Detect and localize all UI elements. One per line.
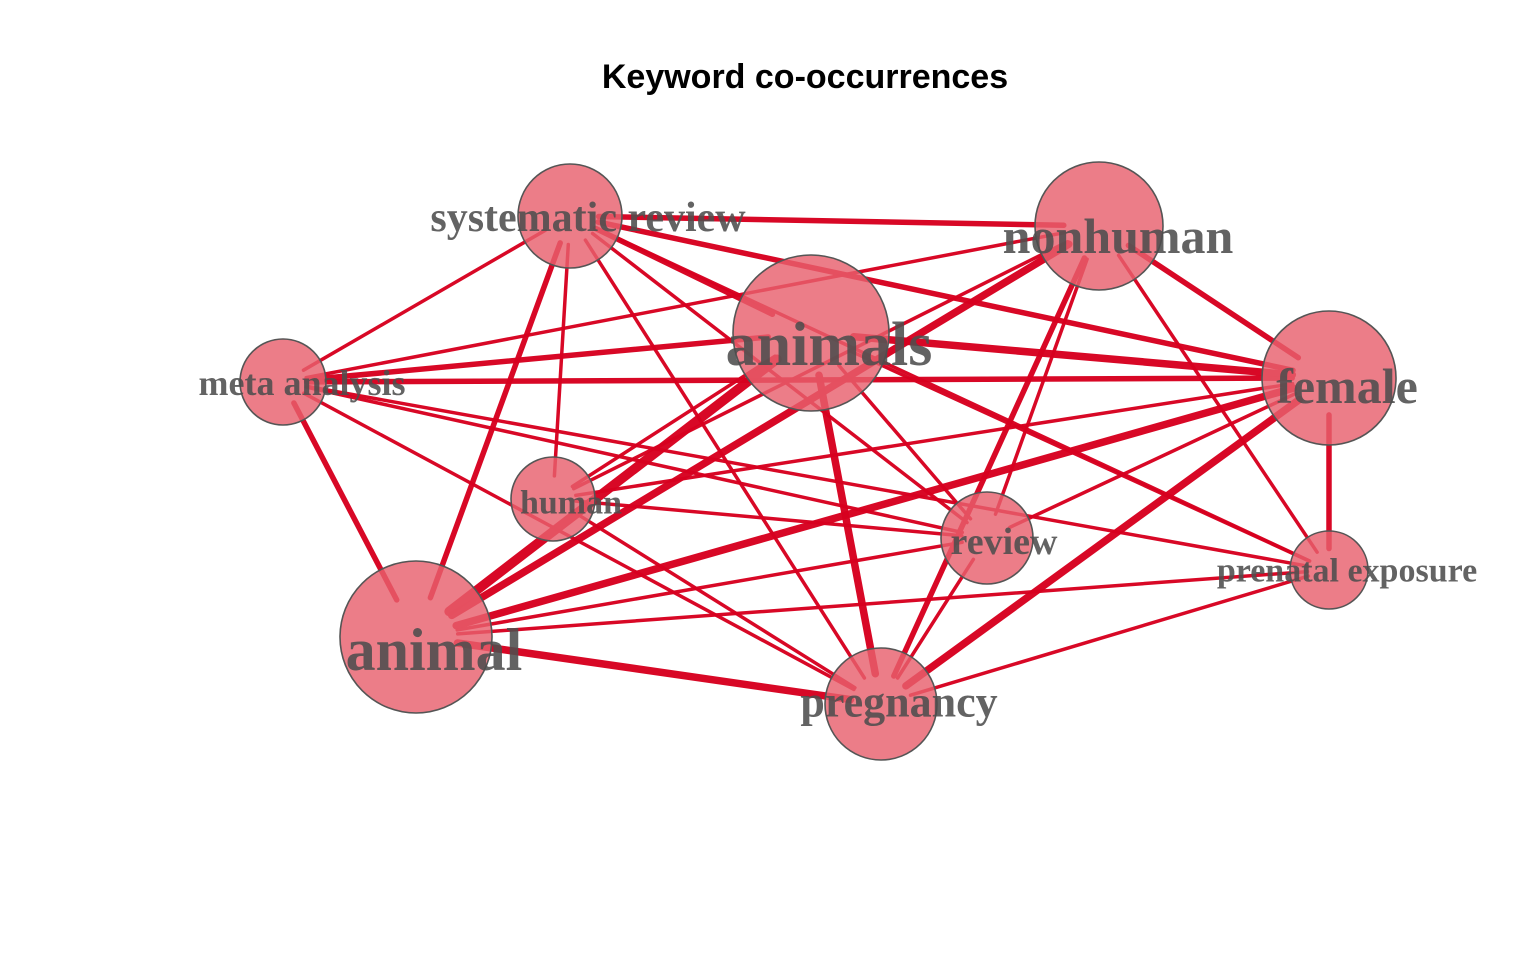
node-label-review: review <box>951 521 1058 563</box>
edge-female-pregnancy <box>902 395 1303 690</box>
edge-systematic-review-meta-analysis <box>301 228 547 372</box>
node-label-human: human <box>520 485 622 522</box>
edge-systematic-review-pregnancy <box>583 238 867 680</box>
edge-systematic-review-human <box>552 242 571 478</box>
edge-animal-pregnancy <box>453 639 855 704</box>
edge-human-review <box>574 499 964 538</box>
node-review[interactable] <box>940 491 1034 585</box>
node-systematic-review[interactable] <box>517 163 623 269</box>
edge-pregnancy-prenatal-exposure <box>908 574 1311 697</box>
edge-systematic-review-nonhuman <box>595 213 1067 229</box>
edge-meta-analysis-review <box>304 385 965 535</box>
edges-layer <box>291 213 1332 704</box>
edge-meta-analysis-animal <box>291 400 400 603</box>
edge-animals-female <box>849 332 1297 379</box>
edge-animals-animal <box>444 354 782 617</box>
node-prenatal-exposure[interactable] <box>1289 530 1369 610</box>
node-nonhuman[interactable] <box>1034 161 1164 291</box>
nodes-layer <box>239 161 1397 761</box>
edge-animals-prenatal-exposure <box>848 349 1312 563</box>
edge-nonhuman-female <box>1125 242 1302 361</box>
edge-nonhuman-animal <box>448 240 1073 620</box>
edge-animal-prenatal-exposure <box>455 569 1310 636</box>
node-pregnancy[interactable] <box>824 647 938 761</box>
node-label-female: female <box>1276 358 1418 414</box>
node-label-systematic-review: systematic review <box>430 195 746 241</box>
edge-nonhuman-pregnancy <box>891 255 1088 679</box>
node-label-nonhuman: nonhuman <box>1003 208 1234 264</box>
edge-human-pregnancy <box>570 509 857 690</box>
labels-layer: systematic review nonhuman animals meta ana… <box>199 195 1478 727</box>
node-animals[interactable] <box>732 254 890 412</box>
edge-animals-meta-analysis <box>303 334 772 383</box>
edge-meta-analysis-pregnancy <box>302 391 856 692</box>
node-label-meta-analysis: meta analysis <box>199 363 406 403</box>
edge-nonhuman-prenatal-exposure <box>1116 253 1319 554</box>
edge-female-human <box>574 381 1295 498</box>
edge-female-review <box>1008 391 1298 530</box>
node-animal[interactable] <box>339 560 493 714</box>
node-label-prenatal-exposure: prenatal exposure <box>1217 553 1477 590</box>
node-meta-analysis[interactable] <box>239 338 327 426</box>
chart-title: Keyword co-occurrences <box>601 58 1009 96</box>
edge-nonhuman-meta-analysis <box>304 230 1067 380</box>
node-label-animals: animals <box>726 311 933 379</box>
edge-female-animal <box>452 384 1298 630</box>
node-label-pregnancy: pregnancy <box>800 678 997 727</box>
node-human[interactable] <box>510 456 596 542</box>
edge-meta-analysis-prenatal-exposure <box>304 384 1310 568</box>
edge-animal-review <box>455 540 964 632</box>
node-label-animal: animal <box>346 617 523 683</box>
edge-nonhuman-review <box>993 257 1089 516</box>
node-female[interactable] <box>1261 310 1397 446</box>
